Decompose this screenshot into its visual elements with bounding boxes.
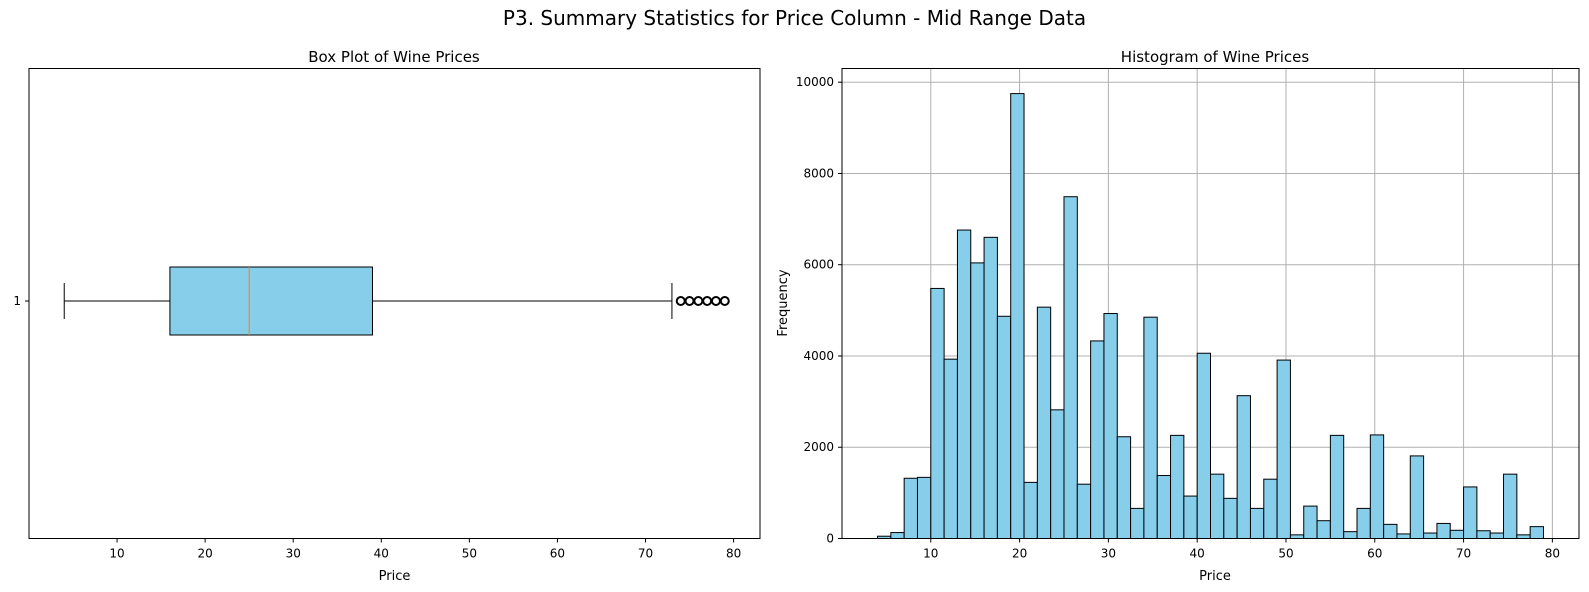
histogram-bar: [983, 236, 998, 539]
histogram-bar: [1010, 93, 1025, 540]
histogram-bar: [1476, 530, 1491, 540]
box-plot-y-ticks: 1: [13, 294, 29, 308]
histogram-bar: [916, 476, 932, 539]
histogram-bar: [1343, 531, 1358, 539]
histogram-bar: [1516, 534, 1531, 539]
figure-title: P3. Summary Statistics for Price Column …: [502, 6, 1087, 30]
histogram-x-tick-label: 20: [1012, 547, 1027, 561]
histogram-bar: [956, 229, 972, 540]
histogram-bar: [1263, 478, 1278, 540]
histogram-y-tick-label: 8000: [803, 166, 834, 180]
histogram-bar: [1036, 306, 1052, 539]
box-outlier: [693, 296, 704, 306]
histogram-y-tick-label: 6000: [803, 258, 834, 272]
box-x-tick-label: 60: [550, 547, 565, 561]
histogram-bar: [1303, 505, 1318, 539]
histogram-y-tick-label: 10000: [796, 75, 834, 89]
box-plot-x-ticks: 10 20 30 40 50 60 70 80: [109, 538, 741, 561]
histogram-bar: [1329, 434, 1345, 539]
box-plot-marks: [63, 266, 730, 336]
histogram-bar: [1143, 316, 1158, 540]
histogram-bar: [1183, 495, 1198, 540]
box-plot-panel: Box Plot of Wine Prices 10 20 30 40 50 60 70 80…: [13, 48, 761, 584]
box-x-tick-label: 40: [374, 547, 389, 561]
histogram-bar: [1063, 196, 1078, 539]
histogram-panel: Histogram of Wine Prices 10 20 30 40 50 60 70 8…: [776, 48, 1580, 584]
histogram-bar: [1276, 359, 1291, 539]
histogram-bar: [1023, 481, 1038, 539]
histogram-bar: [970, 262, 985, 539]
box-outlier: [684, 296, 695, 306]
histogram-bar: [1356, 507, 1371, 539]
box-plot-x-axis-label: Price: [379, 569, 411, 584]
histogram-x-tick-label: 50: [1278, 547, 1293, 561]
histogram-bar: [1116, 436, 1132, 539]
histogram-y-ticks: 0 2000 4000 6000 8000 10000: [796, 75, 842, 546]
histogram-bar: [1076, 483, 1092, 540]
histogram-bar: [903, 477, 918, 540]
histogram-bar: [1289, 534, 1305, 539]
histogram-bar: [1396, 533, 1411, 539]
histogram-x-tick-label: 60: [1367, 547, 1382, 561]
box-iqr: [169, 266, 373, 336]
histogram-bar: [1423, 532, 1438, 540]
histogram-bar: [1170, 434, 1185, 539]
histogram-bar: [890, 532, 905, 539]
box-x-tick-label: 80: [726, 547, 741, 561]
histogram-y-tick-label: 2000: [803, 440, 834, 454]
histogram-x-tick-label: 70: [1456, 547, 1471, 561]
box-x-tick-label: 30: [286, 547, 301, 561]
histogram-y-tick-label: 0: [826, 532, 834, 546]
histogram-bars: [877, 93, 1544, 540]
histogram-bar: [1090, 340, 1105, 539]
box-y-tick-label: 1: [13, 294, 21, 308]
histogram-title: Histogram of Wine Prices: [1121, 48, 1310, 66]
histogram-bar: [1449, 529, 1465, 540]
histogram-bar: [1436, 522, 1451, 540]
box-plot-title: Box Plot of Wine Prices: [308, 48, 480, 66]
histogram-bar: [943, 358, 958, 539]
histogram-bar: [1316, 520, 1331, 539]
histogram-x-axis-label: Price: [1199, 569, 1231, 584]
histogram-bar: [1050, 409, 1065, 539]
histogram-bar: [1409, 455, 1425, 540]
box-outlier: [719, 296, 730, 306]
histogram-x-ticks: 10 20 30 40 50 60 70 80: [923, 538, 1560, 561]
histogram-bar: [1249, 507, 1265, 539]
histogram-axes-frame: [841, 68, 1580, 539]
box-outlier: [710, 296, 721, 306]
histogram-x-tick-label: 30: [1101, 547, 1116, 561]
histogram-x-tick-label: 80: [1545, 547, 1560, 561]
box-x-tick-label: 50: [462, 547, 477, 561]
histogram-bar: [996, 315, 1012, 539]
box-x-tick-label: 70: [638, 547, 653, 561]
histogram-bar: [1236, 395, 1251, 539]
histogram-y-tick-label: 4000: [803, 349, 834, 363]
histogram-bar: [1210, 473, 1225, 539]
box-plot-axes-frame: [28, 68, 761, 539]
histogram-x-tick-label: 10: [923, 547, 938, 561]
histogram-y-axis-label: Frequency: [776, 269, 791, 336]
histogram-bar: [1223, 497, 1238, 540]
box-x-tick-label: 20: [198, 547, 213, 561]
histogram-bar: [1196, 352, 1211, 539]
box-outlier: [675, 296, 686, 306]
histogram-bar: [1130, 507, 1145, 539]
histogram-bar: [1503, 473, 1518, 539]
histogram-bar: [1489, 532, 1505, 540]
histogram-bar: [1103, 313, 1118, 540]
histogram-bar: [930, 287, 945, 539]
histogram-bar: [1156, 475, 1172, 539]
histogram-bar: [1369, 434, 1385, 540]
histogram-bar: [1529, 526, 1544, 540]
histogram-bar: [1383, 523, 1398, 540]
histogram-bar: [1463, 486, 1478, 539]
box-x-tick-label: 10: [109, 547, 124, 561]
histogram-x-tick-label: 40: [1190, 547, 1205, 561]
box-outlier: [702, 296, 713, 306]
